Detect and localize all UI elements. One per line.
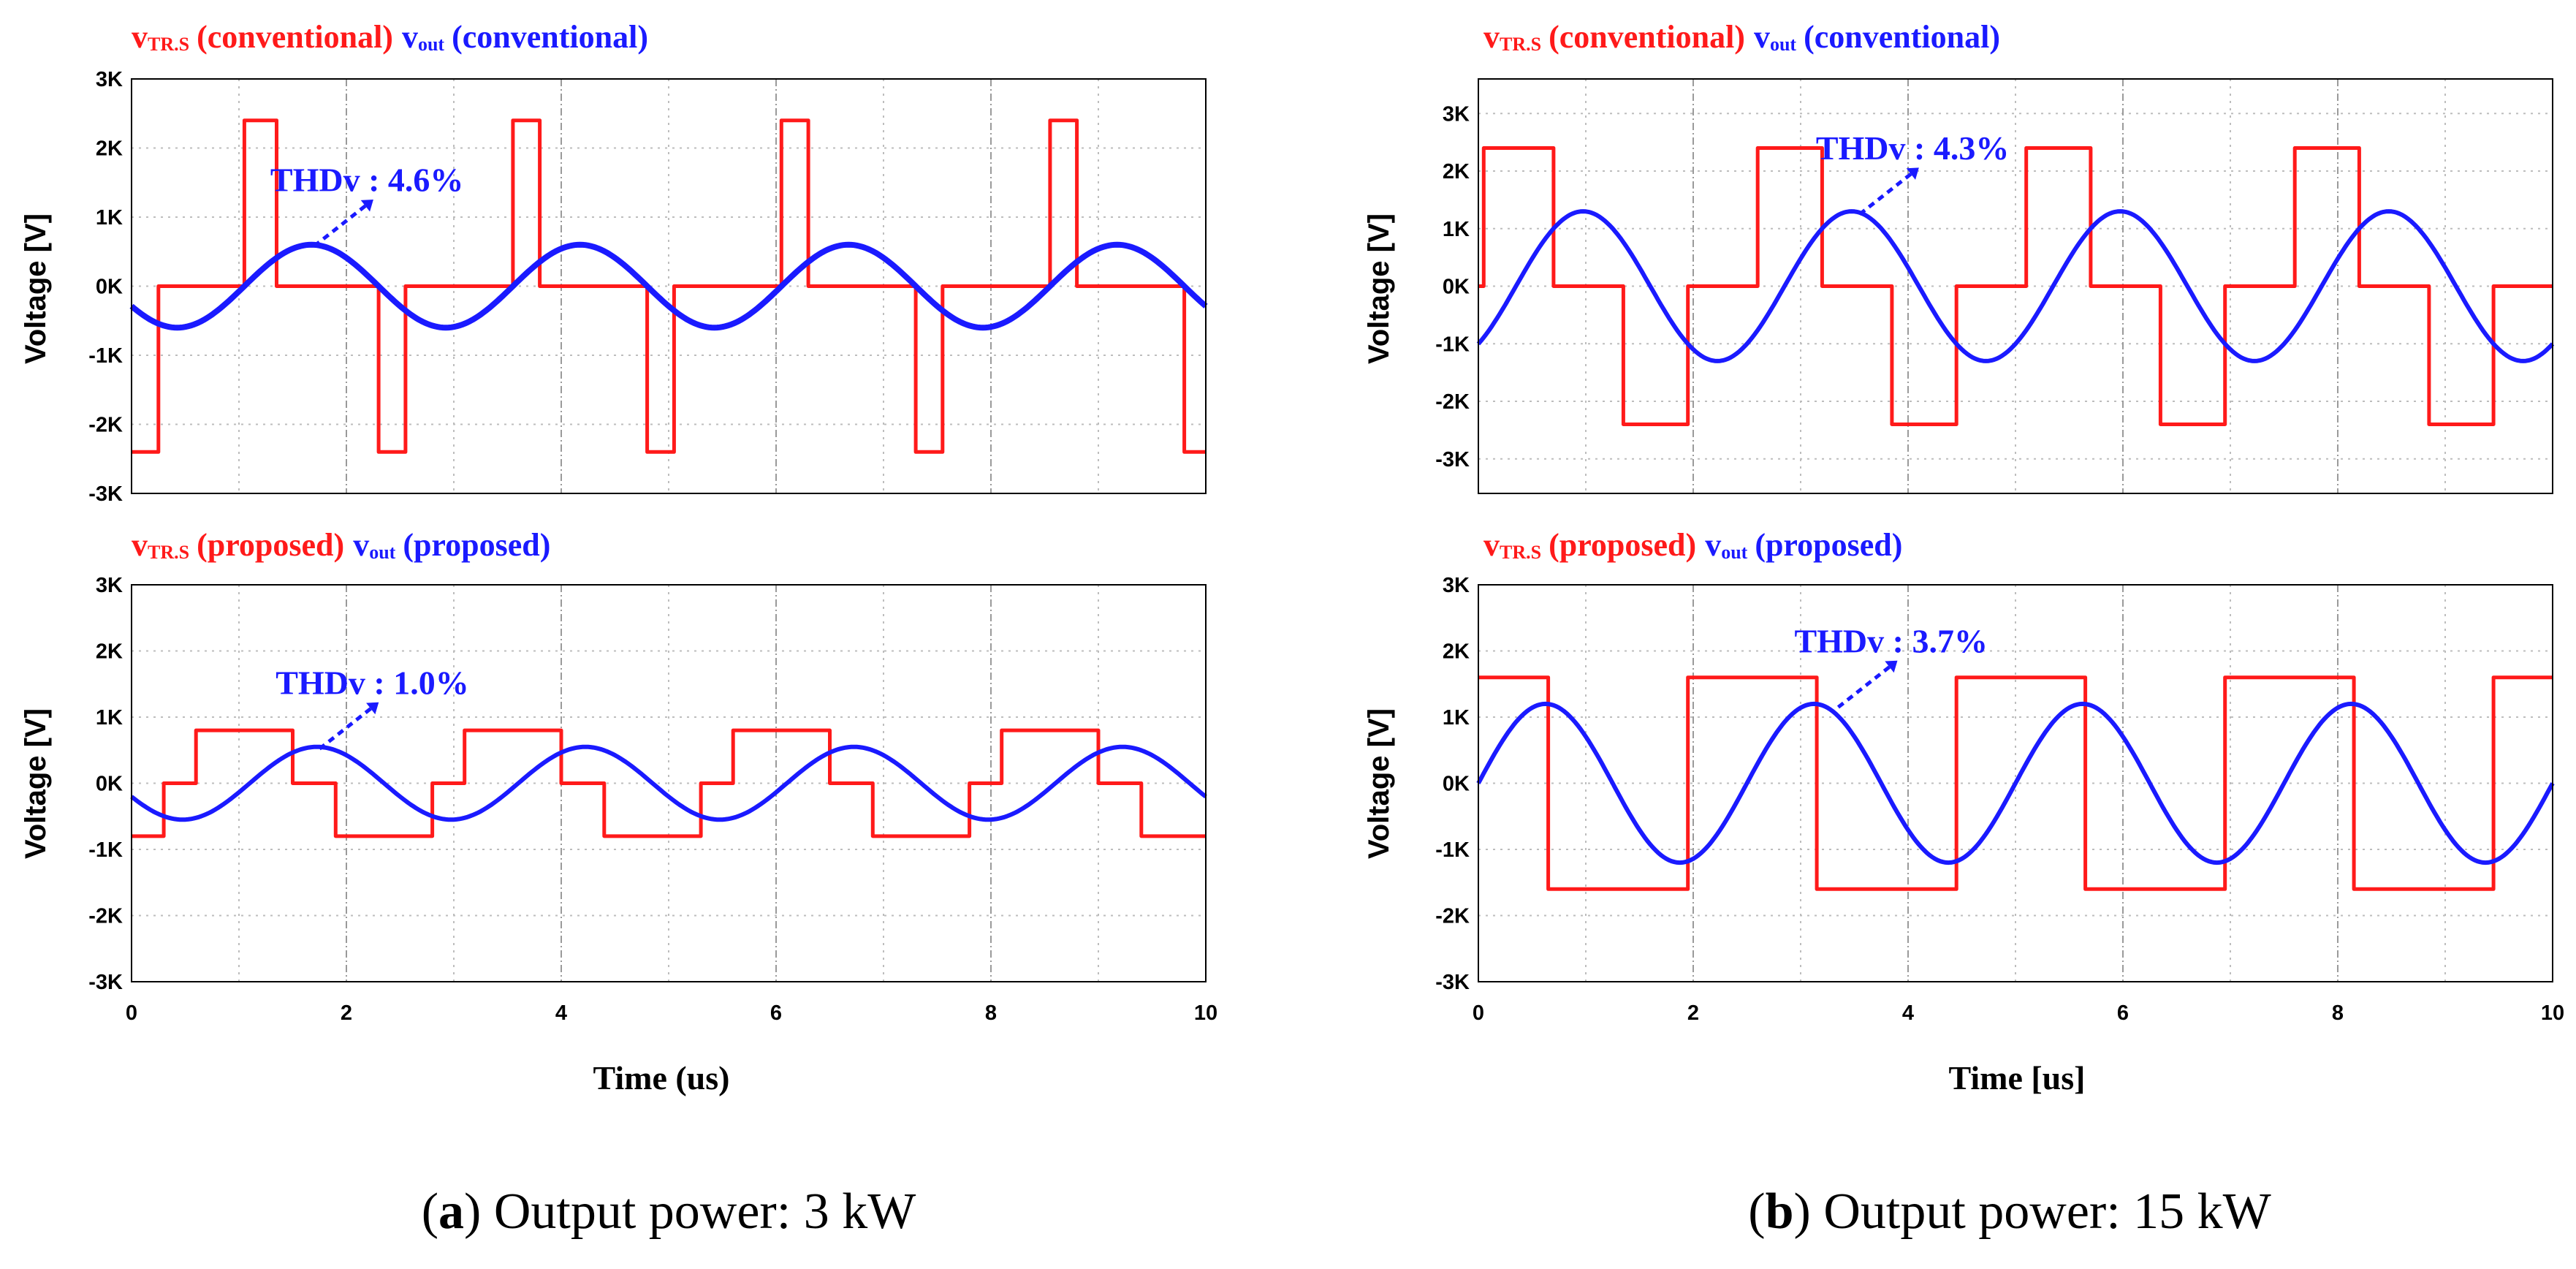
x-tick-label: 0 (1473, 1001, 1484, 1025)
thd-arrow-head (1906, 167, 1919, 180)
series-vtrs (1478, 146, 2553, 426)
thd-annotation: THDv : 4.3% (1816, 129, 2010, 167)
plot-frame (1478, 78, 2553, 494)
x-axis-label: Time (us) (593, 1059, 730, 1096)
x-tick-label: 4 (1902, 1001, 1914, 1025)
thd-arrow (1858, 173, 1912, 216)
plot-frame (131, 584, 1207, 982)
caption-a: (a) Output power: 3 kW (422, 1183, 916, 1240)
x-tick-label: 4 (555, 1001, 567, 1025)
series-vout (1476, 701, 2555, 865)
y-tick-label: 3K (1443, 574, 1470, 597)
y-tick-label: 0K (96, 276, 123, 299)
y-tick-label: 1K (1443, 218, 1470, 241)
y-tick-label: 2K (1443, 160, 1470, 183)
y-tick-label: 0K (1443, 773, 1470, 796)
thd-arrow-head (1885, 660, 1898, 673)
x-tick-label: 6 (770, 1001, 782, 1025)
y-tick-label: -3K (1435, 971, 1470, 994)
plot-frame (131, 78, 1207, 494)
series-vtrs (132, 118, 1206, 454)
thd-annotation: THDv : 3.7% (1794, 622, 1988, 659)
panel-15kw-proposed: vTR.S (proposed) vout (proposed) Voltage [V… (1363, 527, 2564, 1096)
panel-3kw-conventional: vTR.S (conventional) vout (conventional) Vo… (20, 19, 1208, 506)
thd-arrow-head (366, 702, 379, 715)
thd-arrow-head (360, 200, 373, 212)
y-axis-label: Voltage [V] (1363, 708, 1395, 859)
y-tick-label: 2K (96, 137, 123, 161)
y-tick-label: -3K (1435, 448, 1470, 471)
y-tick-label: 3K (96, 68, 123, 91)
y-tick-label: 3K (1443, 102, 1470, 126)
y-tick-label: -1K (1435, 838, 1470, 862)
series-vout (1476, 209, 2555, 363)
y-tick-label: -2K (1435, 390, 1470, 414)
y-tick-label: -2K (88, 414, 123, 437)
y-tick-label: 3K (96, 574, 123, 597)
panel-title: vTR.S (conventional) vout (conventional) (132, 19, 648, 55)
x-tick-label: 6 (2117, 1001, 2129, 1025)
panel-title: vTR.S (proposed) vout (proposed) (132, 527, 550, 563)
x-tick-label: 10 (1194, 1001, 1217, 1025)
y-tick-label: 2K (96, 640, 123, 664)
y-axis-label: Voltage [V] (1363, 213, 1395, 364)
y-tick-label: -2K (1435, 905, 1470, 928)
x-tick-label: 8 (985, 1001, 997, 1025)
x-tick-label: 10 (2541, 1001, 2564, 1025)
caption-b: (b) Output power: 15 kW (1748, 1183, 2271, 1240)
y-tick-label: 1K (96, 706, 123, 730)
x-tick-label: 0 (126, 1001, 137, 1025)
thd-arrow (318, 707, 372, 751)
y-tick-label: 0K (1443, 276, 1470, 299)
y-tick-label: -3K (88, 971, 123, 994)
thd-arrow (1836, 665, 1891, 709)
y-tick-label: -2K (88, 905, 123, 928)
thd-annotation: THDv : 4.6% (270, 162, 464, 199)
series-vout (129, 241, 1208, 331)
x-tick-label: 2 (341, 1001, 352, 1025)
y-tick-label: 2K (1443, 640, 1470, 664)
series-vout (130, 744, 1207, 822)
y-axis-label: Voltage [V] (20, 708, 52, 859)
y-axis-label: Voltage [V] (20, 213, 52, 364)
series-vtrs (1478, 675, 2553, 891)
y-tick-label: -1K (88, 838, 123, 862)
y-tick-label: 0K (96, 773, 123, 796)
y-tick-label: 1K (1443, 706, 1470, 730)
y-tick-label: -1K (88, 344, 123, 368)
panel-15kw-conventional: vTR.S (conventional) vout (conventional) Vo… (1363, 19, 2555, 494)
y-tick-label: 1K (96, 206, 123, 230)
series-vtrs (132, 728, 1206, 838)
plot-frame (1478, 584, 2553, 982)
y-tick-label: -1K (1435, 333, 1470, 356)
y-tick-label: -3K (88, 482, 123, 506)
x-tick-label: 2 (1687, 1001, 1699, 1025)
panel-title: vTR.S (proposed) vout (proposed) (1483, 527, 1902, 563)
panel-title: vTR.S (conventional) vout (conventional) (1483, 19, 2000, 55)
x-axis-label: Time [us] (1949, 1059, 2086, 1096)
thd-arrow (313, 204, 367, 248)
x-tick-label: 8 (2332, 1001, 2344, 1025)
thd-annotation: THDv : 1.0% (276, 664, 469, 701)
panel-3kw-proposed: vTR.S (proposed) vout (proposed) Voltage [V… (20, 527, 1217, 1096)
